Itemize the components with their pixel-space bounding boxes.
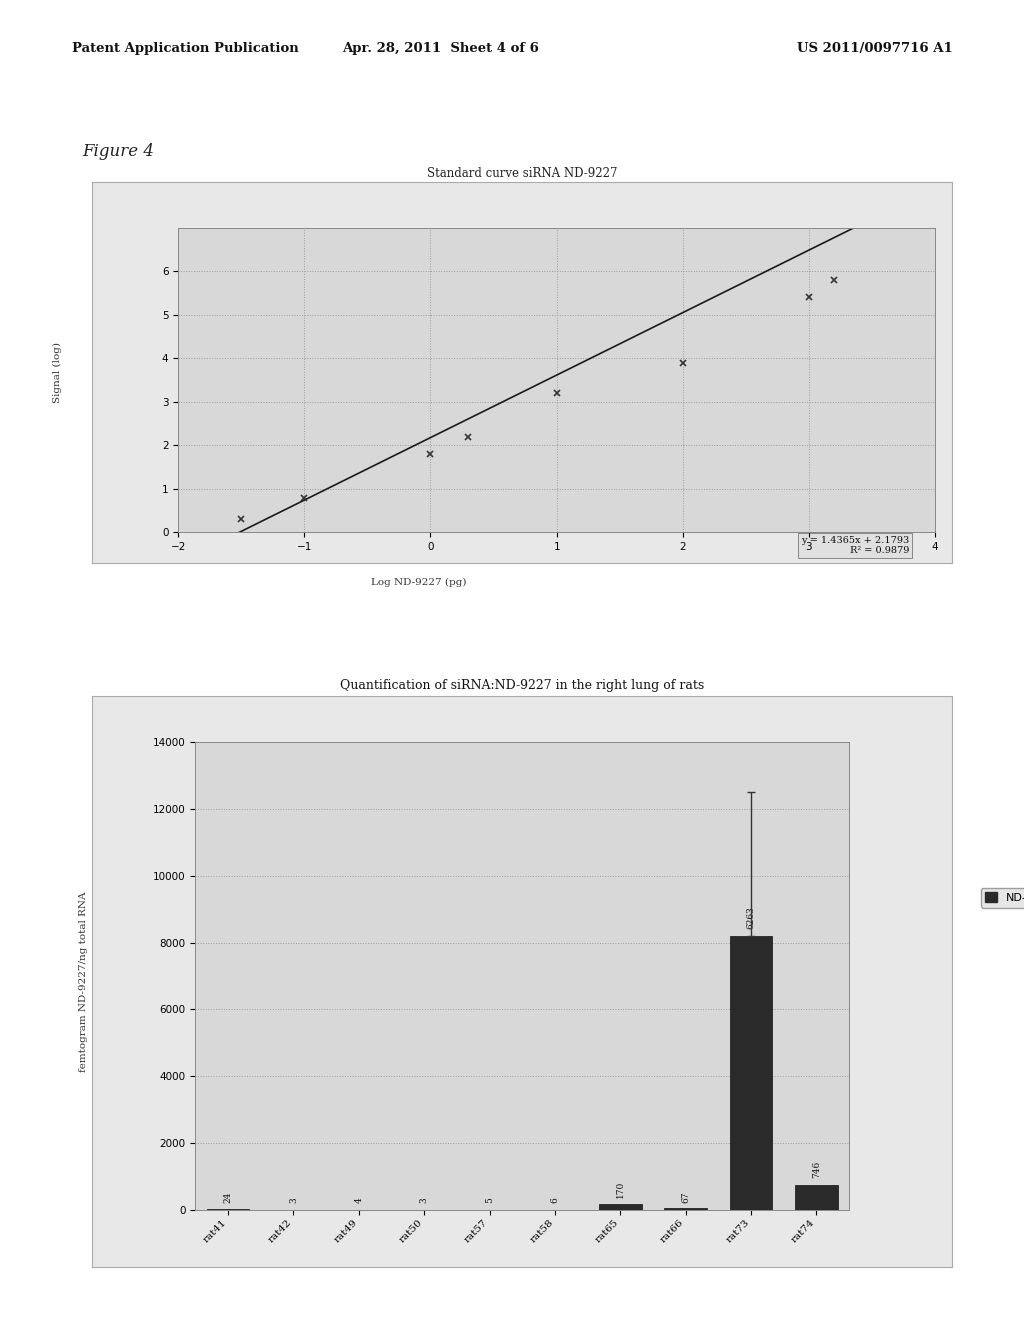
- Text: Patent Application Publication: Patent Application Publication: [72, 42, 298, 55]
- Title: Quantification of siRNA:ND-9227 in the right lung of rats: Quantification of siRNA:ND-9227 in the r…: [340, 680, 705, 692]
- Text: Log ND-9227 (pg): Log ND-9227 (pg): [372, 578, 467, 587]
- Text: femtogram ND-9227/ng total RNA: femtogram ND-9227/ng total RNA: [79, 891, 88, 1072]
- Text: Figure 4: Figure 4: [82, 143, 154, 160]
- Text: Apr. 28, 2011  Sheet 4 of 6: Apr. 28, 2011 Sheet 4 of 6: [342, 42, 539, 55]
- Text: y = 1.4365x + 2.1793
R² = 0.9879: y = 1.4365x + 2.1793 R² = 0.9879: [801, 536, 909, 556]
- Title: Standard curve siRNA ND-9227: Standard curve siRNA ND-9227: [427, 166, 617, 180]
- Text: Signal (log): Signal (log): [53, 342, 62, 403]
- Text: US 2011/0097716 A1: US 2011/0097716 A1: [797, 42, 952, 55]
